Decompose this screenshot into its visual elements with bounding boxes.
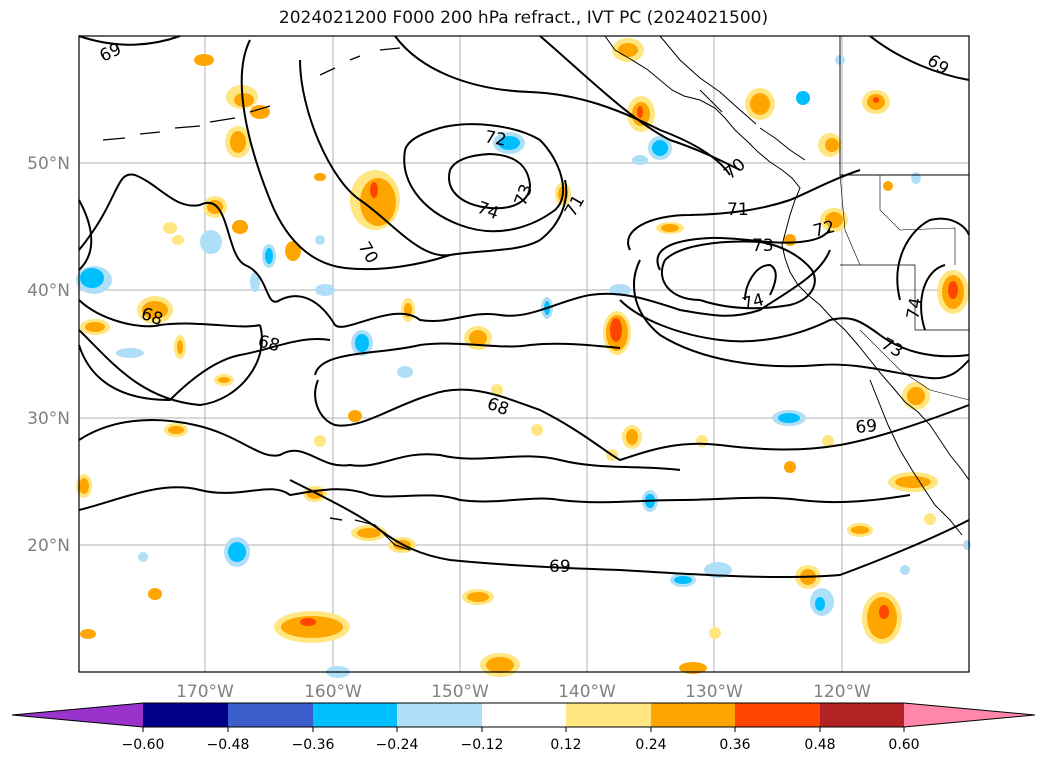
- map-background: [79, 36, 969, 672]
- contour-label: 71: [727, 200, 749, 220]
- colorbar-segment: [735, 703, 820, 727]
- colorbar-tick-label: 0.60: [888, 737, 919, 753]
- longitude-labels: 170°W 160°W 150°W 140°W 130°W 120°W: [176, 682, 871, 702]
- coastlines: [102, 35, 970, 551]
- colorbar-ticks: [142, 727, 905, 732]
- colorbar-segment: [482, 703, 566, 727]
- latitude-labels: 50°N 40°N 30°N 20°N: [27, 154, 70, 556]
- contour-label: 74: [903, 296, 926, 321]
- colorbar-segment: [397, 703, 482, 727]
- colorbar-segment: [143, 703, 228, 727]
- contour-label: 69: [855, 416, 878, 438]
- gridlines: [79, 36, 969, 672]
- colorbar-high-extension: [904, 703, 1035, 727]
- negative-anomaly-blobs: [76, 55, 971, 678]
- colorbar-tick-label: 0.12: [550, 737, 581, 753]
- colorbar-tick-label: 0.24: [635, 737, 666, 753]
- colorbar-tick-label: −0.36: [292, 737, 335, 753]
- colorbar-segment: [566, 703, 651, 727]
- lat-label: 30°N: [27, 409, 70, 429]
- contour-label: 72: [483, 127, 508, 150]
- contour-label: 73: [752, 236, 774, 256]
- colorbar-segment: [313, 703, 397, 727]
- lat-label: 20°N: [27, 536, 70, 556]
- refractivity-contours: [78, 35, 970, 579]
- colorbar-tick-label: −0.24: [376, 737, 419, 753]
- lon-label: 130°W: [685, 682, 743, 702]
- colorbar-tick-label: 0.48: [804, 737, 835, 753]
- positive-anomaly-blobs: [76, 38, 969, 677]
- map-title: 2024021200 F000 200 hPa refract., IVT PC…: [278, 8, 769, 28]
- colorbar-tick-label: 0.36: [719, 737, 750, 753]
- lon-label: 150°W: [431, 682, 489, 702]
- lon-label: 140°W: [558, 682, 616, 702]
- colorbar-tick-label: −0.60: [122, 737, 165, 753]
- lon-label: 160°W: [304, 682, 362, 702]
- lon-label: 120°W: [813, 682, 871, 702]
- colorbar-segment: [228, 703, 313, 727]
- colorbar-tick-label: −0.48: [207, 737, 250, 753]
- colorbar-low-extension: [12, 703, 143, 727]
- colorbar-segment: [820, 703, 904, 727]
- contour-label: 69: [549, 557, 571, 577]
- colorbar-segment: [651, 703, 735, 727]
- map-frame: [78, 35, 970, 673]
- lat-label: 50°N: [27, 154, 70, 174]
- colorbar-tick-label: −0.12: [461, 737, 504, 753]
- lon-label: 170°W: [176, 682, 234, 702]
- colorbar: −0.60 −0.48 −0.36 −0.24 −0.12 0.12 0.24 …: [11, 702, 1036, 753]
- lat-label: 40°N: [27, 281, 70, 301]
- ivt-shading: [76, 38, 971, 678]
